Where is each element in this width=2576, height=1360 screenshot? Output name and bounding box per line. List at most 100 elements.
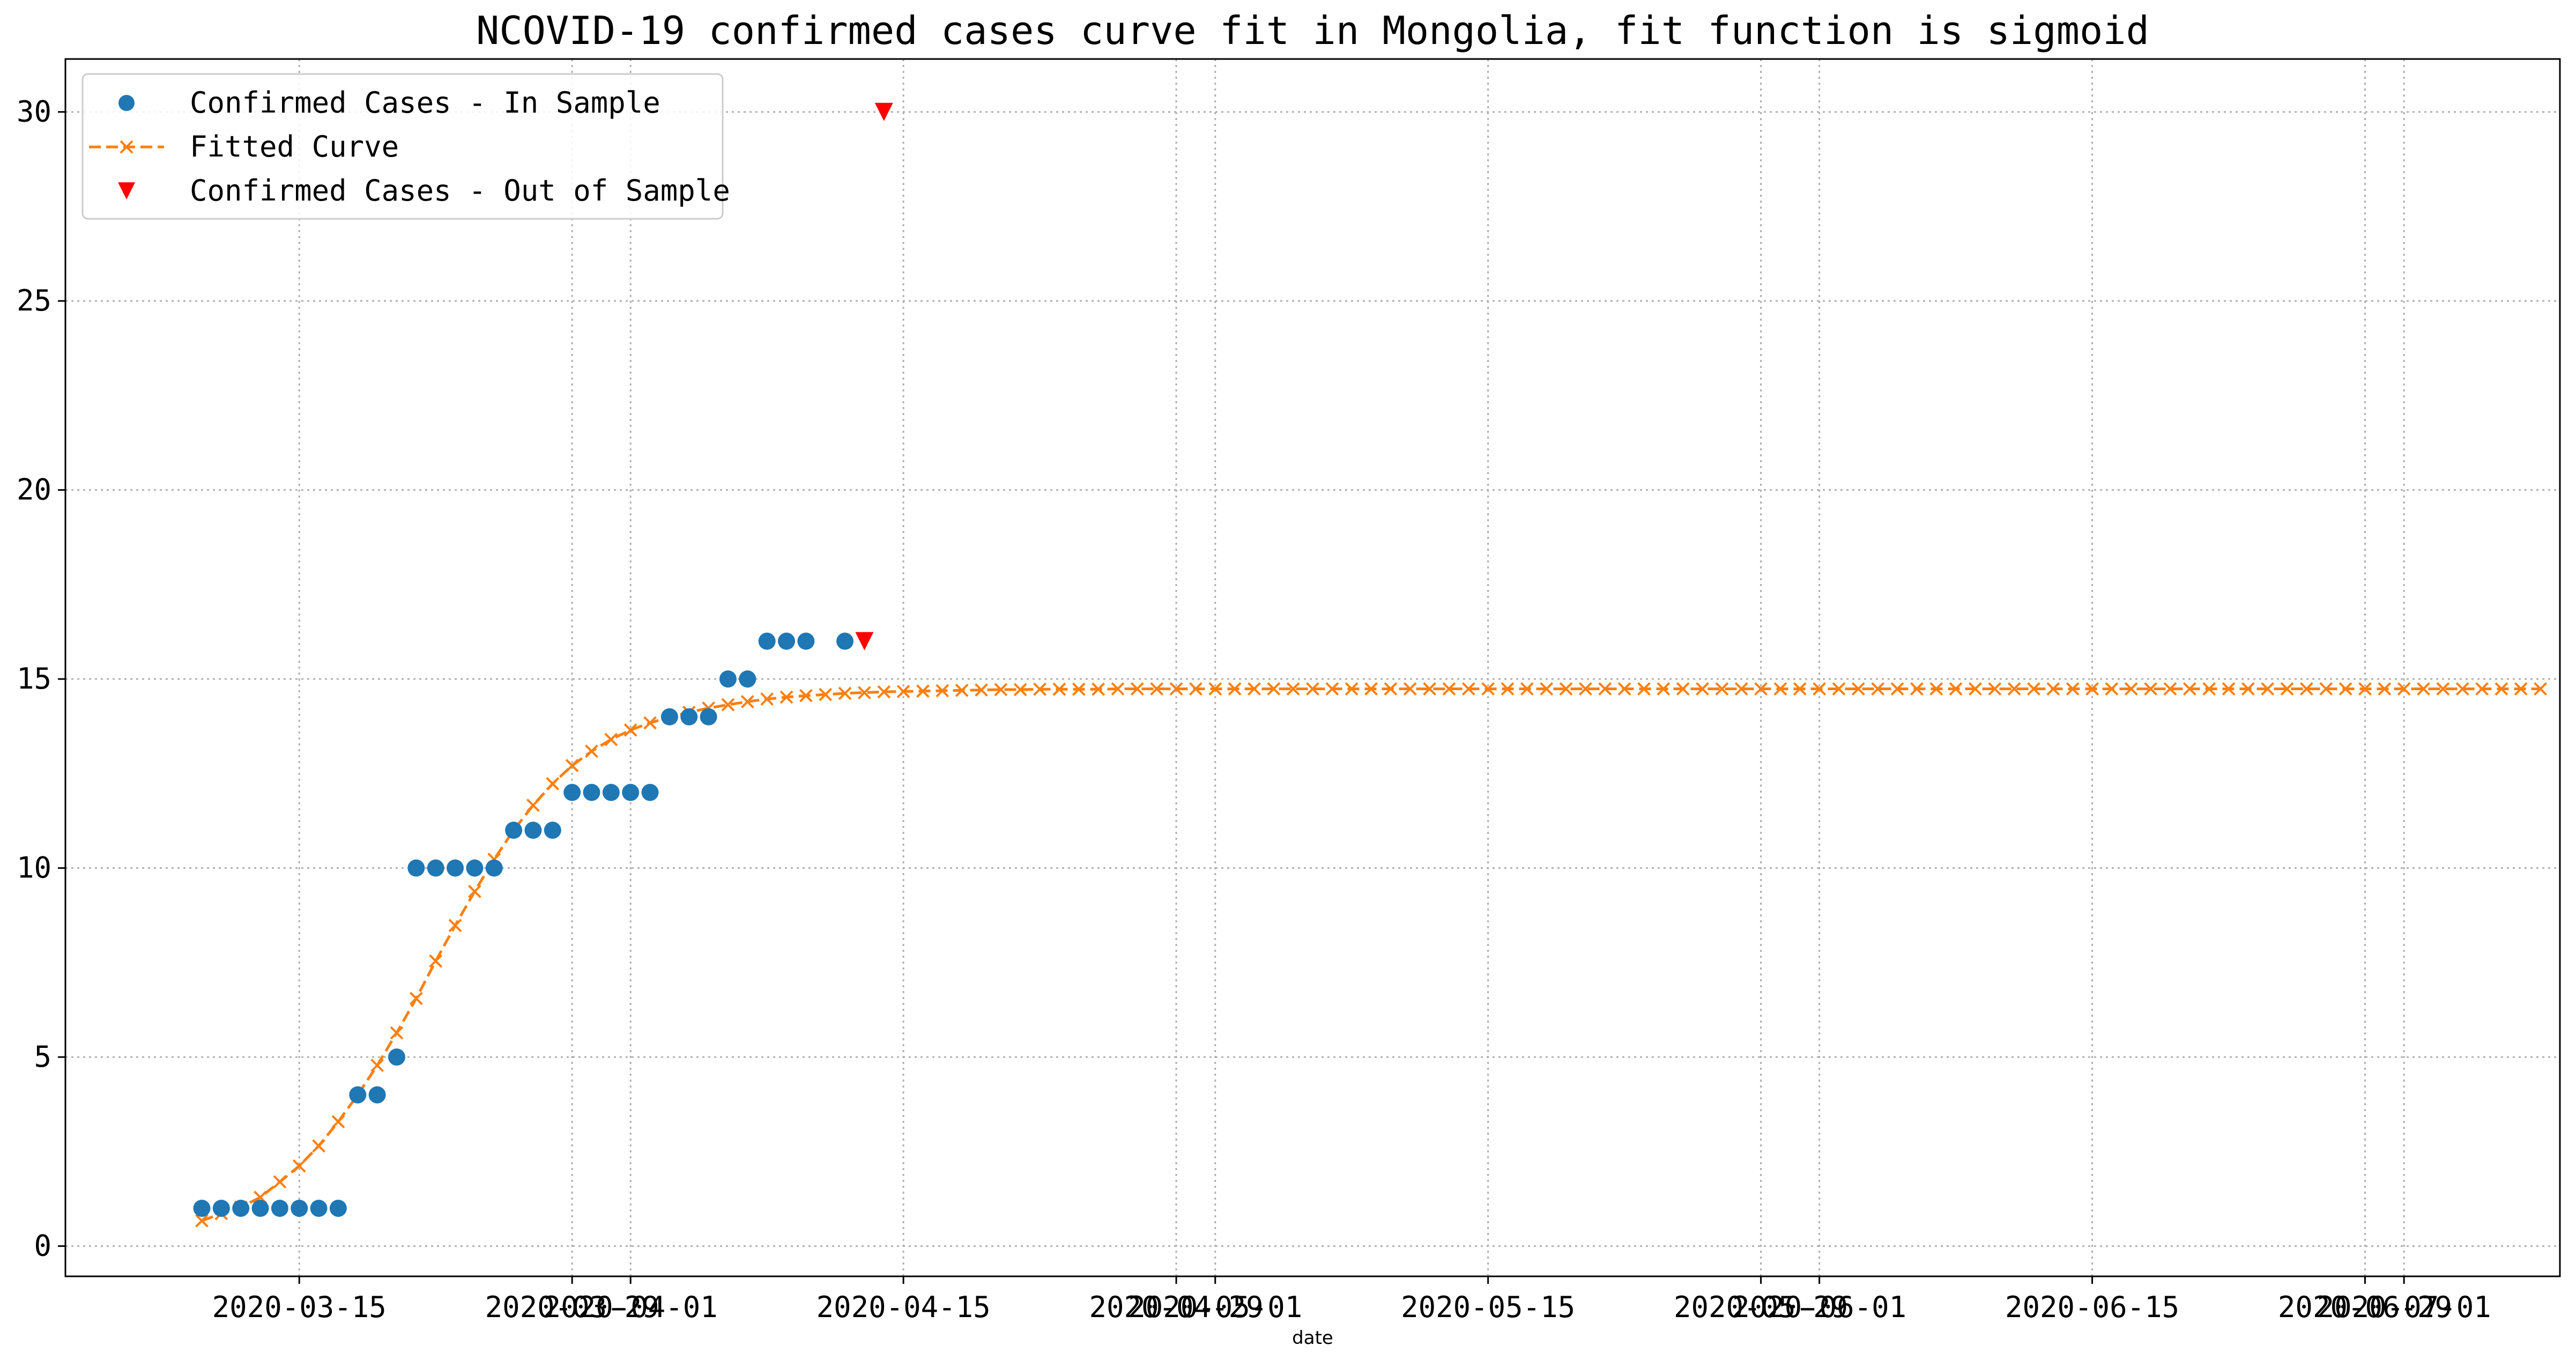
out-of-sample-point	[874, 102, 893, 121]
fitted-curve-point	[1617, 682, 1631, 696]
fitted-curve-point	[585, 744, 598, 758]
fitted-curve-point	[546, 777, 560, 790]
in-sample-point	[602, 784, 620, 801]
fitted-curve-point	[2105, 682, 2119, 696]
fitted-curve-point	[2163, 682, 2177, 696]
x-tick-label: 2020-06-01	[1732, 1290, 1906, 1324]
y-tick-label: 20	[17, 473, 51, 507]
fitted-curve-point	[936, 684, 949, 698]
in-sample-point	[485, 859, 503, 877]
legend-item-out-of-sample: Confirmed Cases - Out of Sample	[118, 174, 730, 208]
fitted-curve-point	[1052, 682, 1066, 696]
fitted-curve-point	[760, 692, 774, 706]
fitted-curve-point	[1734, 682, 1748, 696]
fitted-curve-point	[780, 690, 793, 704]
in-sample-point	[544, 822, 561, 839]
legend-item-in-sample: Confirmed Cases - In Sample	[118, 86, 660, 120]
fitted-curve-point	[1929, 682, 1943, 696]
fitted-curve-point	[1579, 682, 1592, 696]
in-sample-point	[797, 632, 815, 650]
x-tick-label: 2020-06-15	[2005, 1290, 2179, 1324]
fitted-curve-point	[2534, 682, 2548, 696]
fitted-curve-point	[1988, 682, 2002, 696]
fitted-curve-point	[2339, 682, 2352, 696]
fitted-curve-point	[273, 1175, 287, 1189]
fitted-curve-point	[994, 683, 1008, 697]
fitted-curve-point	[2417, 682, 2430, 696]
x-axis-label: date	[1292, 1327, 1333, 1349]
fitted-curve-point	[975, 683, 988, 697]
fitted-curve-point	[2358, 682, 2372, 696]
fitted-curve-point	[2222, 682, 2236, 696]
in-sample-point	[466, 859, 484, 877]
fitted-curve-point	[2495, 682, 2508, 696]
fitted-curve-point	[1657, 682, 1671, 696]
fitted-curve-point	[877, 685, 891, 699]
fitted-curve-point	[643, 716, 657, 730]
fitted-curve-point	[1520, 682, 1534, 696]
fitted-curve-point	[2455, 682, 2469, 696]
fitted-curve-point	[331, 1115, 345, 1129]
fitted-curve-point	[2436, 682, 2450, 696]
fitted-curve-point	[819, 688, 833, 701]
fitted-curve-point	[2280, 682, 2294, 696]
in-sample-point	[758, 632, 776, 650]
fitted-curve-point	[2046, 682, 2060, 696]
in-sample-series	[193, 632, 854, 1217]
in-sample-point	[388, 1048, 405, 1066]
x-tick-label: 2020-05-29	[1674, 1290, 1848, 1324]
legend-marker-triangle	[118, 182, 135, 199]
legend-label: Confirmed Cases - In Sample	[190, 86, 660, 120]
fitted-curve-point	[370, 1059, 384, 1073]
fitted-curve-point	[1715, 682, 1729, 696]
legend-label: Fitted Curve	[190, 130, 399, 164]
plot-frame	[64, 58, 2561, 1277]
fitted-curve-point	[1813, 682, 1827, 696]
fitted-curve-point	[1637, 682, 1651, 696]
in-sample-point	[622, 784, 640, 801]
fitted-curve-point	[955, 683, 969, 697]
fitted-curve-point	[1364, 682, 1378, 696]
fitted-curve-point	[390, 1026, 404, 1040]
fitted-curve-point	[1325, 682, 1339, 696]
fitted-curve-point	[467, 884, 481, 898]
fitted-curve-point	[1890, 682, 1904, 696]
fitted-curve-point	[526, 799, 540, 812]
fitted-curve-point	[2066, 682, 2080, 696]
fitted-curve-point	[1910, 682, 1924, 696]
fitted-curve-point	[1871, 682, 1885, 696]
fitted-curve-series	[195, 682, 2548, 1228]
fitted-curve-point	[448, 919, 462, 933]
in-sample-point	[739, 670, 756, 688]
fitted-curve-point	[1306, 682, 1319, 696]
in-sample-point	[563, 784, 581, 801]
fitted-curve-point	[857, 686, 871, 699]
in-sample-point	[329, 1200, 347, 1217]
in-sample-point	[271, 1200, 288, 1217]
fitted-curve-point	[1793, 682, 1807, 696]
y-tick-label: 5	[34, 1040, 51, 1074]
fitted-curve-point	[1403, 682, 1417, 696]
in-sample-point	[427, 859, 444, 877]
y-tick-label: 0	[34, 1229, 51, 1263]
fitted-curve-point	[2241, 682, 2255, 696]
fitted-curve-point	[2300, 682, 2313, 696]
fitted-curve-point	[740, 695, 754, 708]
y-tick-label: 10	[17, 851, 51, 885]
fitted-curve-point	[429, 954, 443, 968]
fitted-curve-point	[1696, 682, 1709, 696]
fitted-curve-point	[1092, 682, 1105, 696]
in-sample-point	[193, 1200, 211, 1217]
fitted-curve-point	[2085, 682, 2099, 696]
fitted-curve-point	[1540, 682, 1554, 696]
y-axis-ticks: 0 5 10 15 20 25 30	[17, 95, 65, 1263]
fitted-curve-point	[1501, 682, 1515, 696]
fitted-curve-point	[2007, 682, 2021, 696]
x-tick-label: 2020-04-15	[816, 1290, 991, 1324]
fitted-curve-point	[1130, 682, 1144, 696]
x-tick-label: 2020-04-29	[1089, 1290, 1263, 1324]
in-sample-point	[505, 822, 523, 839]
fitted-curve-point	[1559, 682, 1573, 696]
